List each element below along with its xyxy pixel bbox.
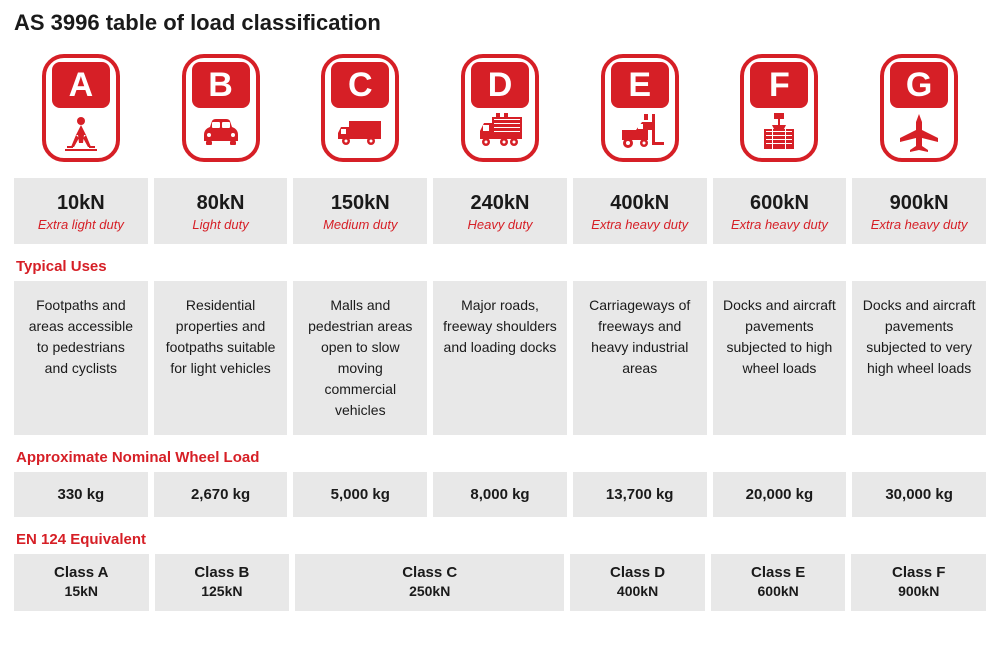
en-class: Class A [18,564,145,581]
pedestrian-icon [46,108,116,158]
en-class: Class D [574,564,701,581]
wheel-cell: 8,000 kg [433,472,567,517]
load-value: 80kN [158,192,284,215]
en-cell: Class A 15kN [14,554,149,611]
use-cell: Docks and aircraft pavements subjected t… [852,281,986,435]
class-badge-e: E [601,54,679,162]
load-cell: 10kN Extra light duty [14,178,148,244]
use-cell: Docks and aircraft pavements subjected t… [713,281,847,435]
badge-cell: D [433,50,567,172]
load-value: 10kN [18,192,144,215]
class-badge-f: F [740,54,818,162]
page-title: AS 3996 table of load classification [14,10,986,36]
semi-truck-icon [465,108,535,158]
use-cell: Major roads, freeway shoulders and loadi… [433,281,567,435]
load-value: 600kN [717,192,843,215]
en-kn: 15kN [18,583,145,599]
wheel-cell: 13,700 kg [573,472,707,517]
badge-cell: C [293,50,427,172]
section-typical-uses: Typical Uses [16,258,986,275]
badge-cell: E [573,50,707,172]
en-cell: Class F 900kN [851,554,986,611]
load-row: 10kN Extra light duty 80kN Light duty 150k… [14,178,986,244]
en-cell: Class D 400kN [570,554,705,611]
en-kn: 400kN [574,583,701,599]
wheel-cell: 2,670 kg [154,472,288,517]
wheel-cell: 30,000 kg [852,472,986,517]
badge-letter: E [611,62,669,108]
en-kn: 900kN [855,583,982,599]
en124-row: Class A 15kN Class B 125kN Class C 250kN Cl… [14,554,986,611]
wheel-row: 330 kg 2,670 kg 5,000 kg 8,000 kg 13,700… [14,472,986,517]
badge-letter: F [750,62,808,108]
load-value: 900kN [856,192,982,215]
load-cell: 150kN Medium duty [293,178,427,244]
badge-cell: F [713,50,847,172]
class-badge-a: A [42,54,120,162]
load-cell: 900kN Extra heavy duty [852,178,986,244]
uses-row: Footpaths and areas accessible to pedest… [14,281,986,435]
en-cell: Class B 125kN [155,554,290,611]
en-kn: 600kN [715,583,842,599]
badge-cell: A [14,50,148,172]
load-cell: 600kN Extra heavy duty [713,178,847,244]
load-duty: Extra heavy duty [717,217,843,232]
badge-cell: B [154,50,288,172]
en-cell: Class C 250kN [295,554,564,611]
load-value: 400kN [577,192,703,215]
load-duty: Light duty [158,217,284,232]
en-kn: 125kN [159,583,286,599]
load-cell: 80kN Light duty [154,178,288,244]
class-badge-b: B [182,54,260,162]
en-class: Class E [715,564,842,581]
load-duty: Extra heavy duty [856,217,982,232]
section-wheel-load: Approximate Nominal Wheel Load [16,449,986,466]
badge-letter: C [331,62,389,108]
forklift-icon [605,108,675,158]
badge-letter: B [192,62,250,108]
class-badge-d: D [461,54,539,162]
wheel-cell: 330 kg [14,472,148,517]
load-value: 150kN [297,192,423,215]
en-class: Class C [299,564,560,581]
use-cell: Footpaths and areas accessible to pedest… [14,281,148,435]
badge-letter: A [52,62,110,108]
airplane-icon [884,108,954,158]
badge-letter: G [890,62,948,108]
load-duty: Heavy duty [437,217,563,232]
wheel-cell: 20,000 kg [713,472,847,517]
en-cell: Class E 600kN [711,554,846,611]
load-cell: 400kN Extra heavy duty [573,178,707,244]
class-badge-c: C [321,54,399,162]
container-crane-icon [744,108,814,158]
en-class: Class F [855,564,982,581]
load-value: 240kN [437,192,563,215]
load-duty: Extra heavy duty [577,217,703,232]
use-cell: Carriageways of freeways and heavy indus… [573,281,707,435]
badge-letter: D [471,62,529,108]
use-cell: Malls and pedestrian areas open to slow … [293,281,427,435]
badge-row: A B C D E [14,50,986,172]
load-duty: Medium duty [297,217,423,232]
load-cell: 240kN Heavy duty [433,178,567,244]
load-duty: Extra light duty [18,217,144,232]
class-badge-g: G [880,54,958,162]
truck-icon [325,108,395,158]
badge-cell: G [852,50,986,172]
en-kn: 250kN [299,583,560,599]
section-en124: EN 124 Equivalent [16,531,986,548]
en-class: Class B [159,564,286,581]
car-icon [186,108,256,158]
use-cell: Residential properties and footpaths sui… [154,281,288,435]
wheel-cell: 5,000 kg [293,472,427,517]
